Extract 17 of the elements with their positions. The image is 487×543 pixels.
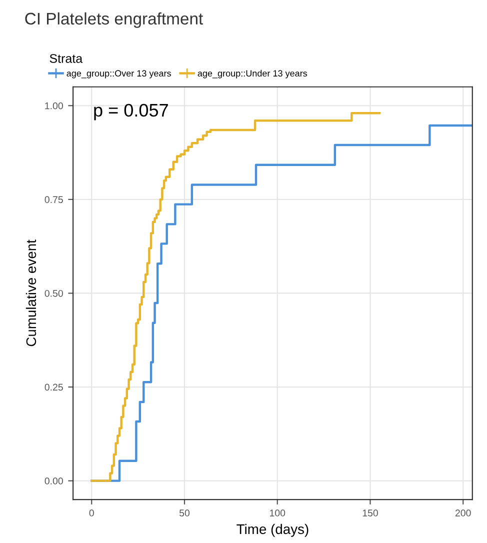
chart-title: CI Platelets engraftment bbox=[25, 12, 204, 28]
y-tick-label: 0.00 bbox=[44, 478, 63, 484]
x-axis-title: Time (days) bbox=[236, 524, 308, 537]
legend-label: age_group::Under 13 years bbox=[198, 70, 308, 78]
y-axis-title: Cumulative event bbox=[26, 240, 36, 346]
x-tick-label: 0 bbox=[89, 510, 94, 516]
x-tick-label: 100 bbox=[270, 510, 286, 516]
annotation: p = 0.057 bbox=[94, 104, 168, 120]
x-tick-label: 200 bbox=[455, 510, 471, 516]
legend-label: age_group::Over 13 years bbox=[66, 70, 171, 78]
x-tick-label: 150 bbox=[362, 510, 378, 516]
x-tick-label: 50 bbox=[179, 510, 190, 516]
y-tick-label: 0.50 bbox=[44, 290, 63, 297]
y-tick-label: 0.75 bbox=[44, 196, 63, 204]
y-tick-label: 0.25 bbox=[44, 384, 63, 391]
y-tick-label: 1.00 bbox=[45, 102, 63, 110]
legend-title: Strata bbox=[50, 54, 83, 63]
